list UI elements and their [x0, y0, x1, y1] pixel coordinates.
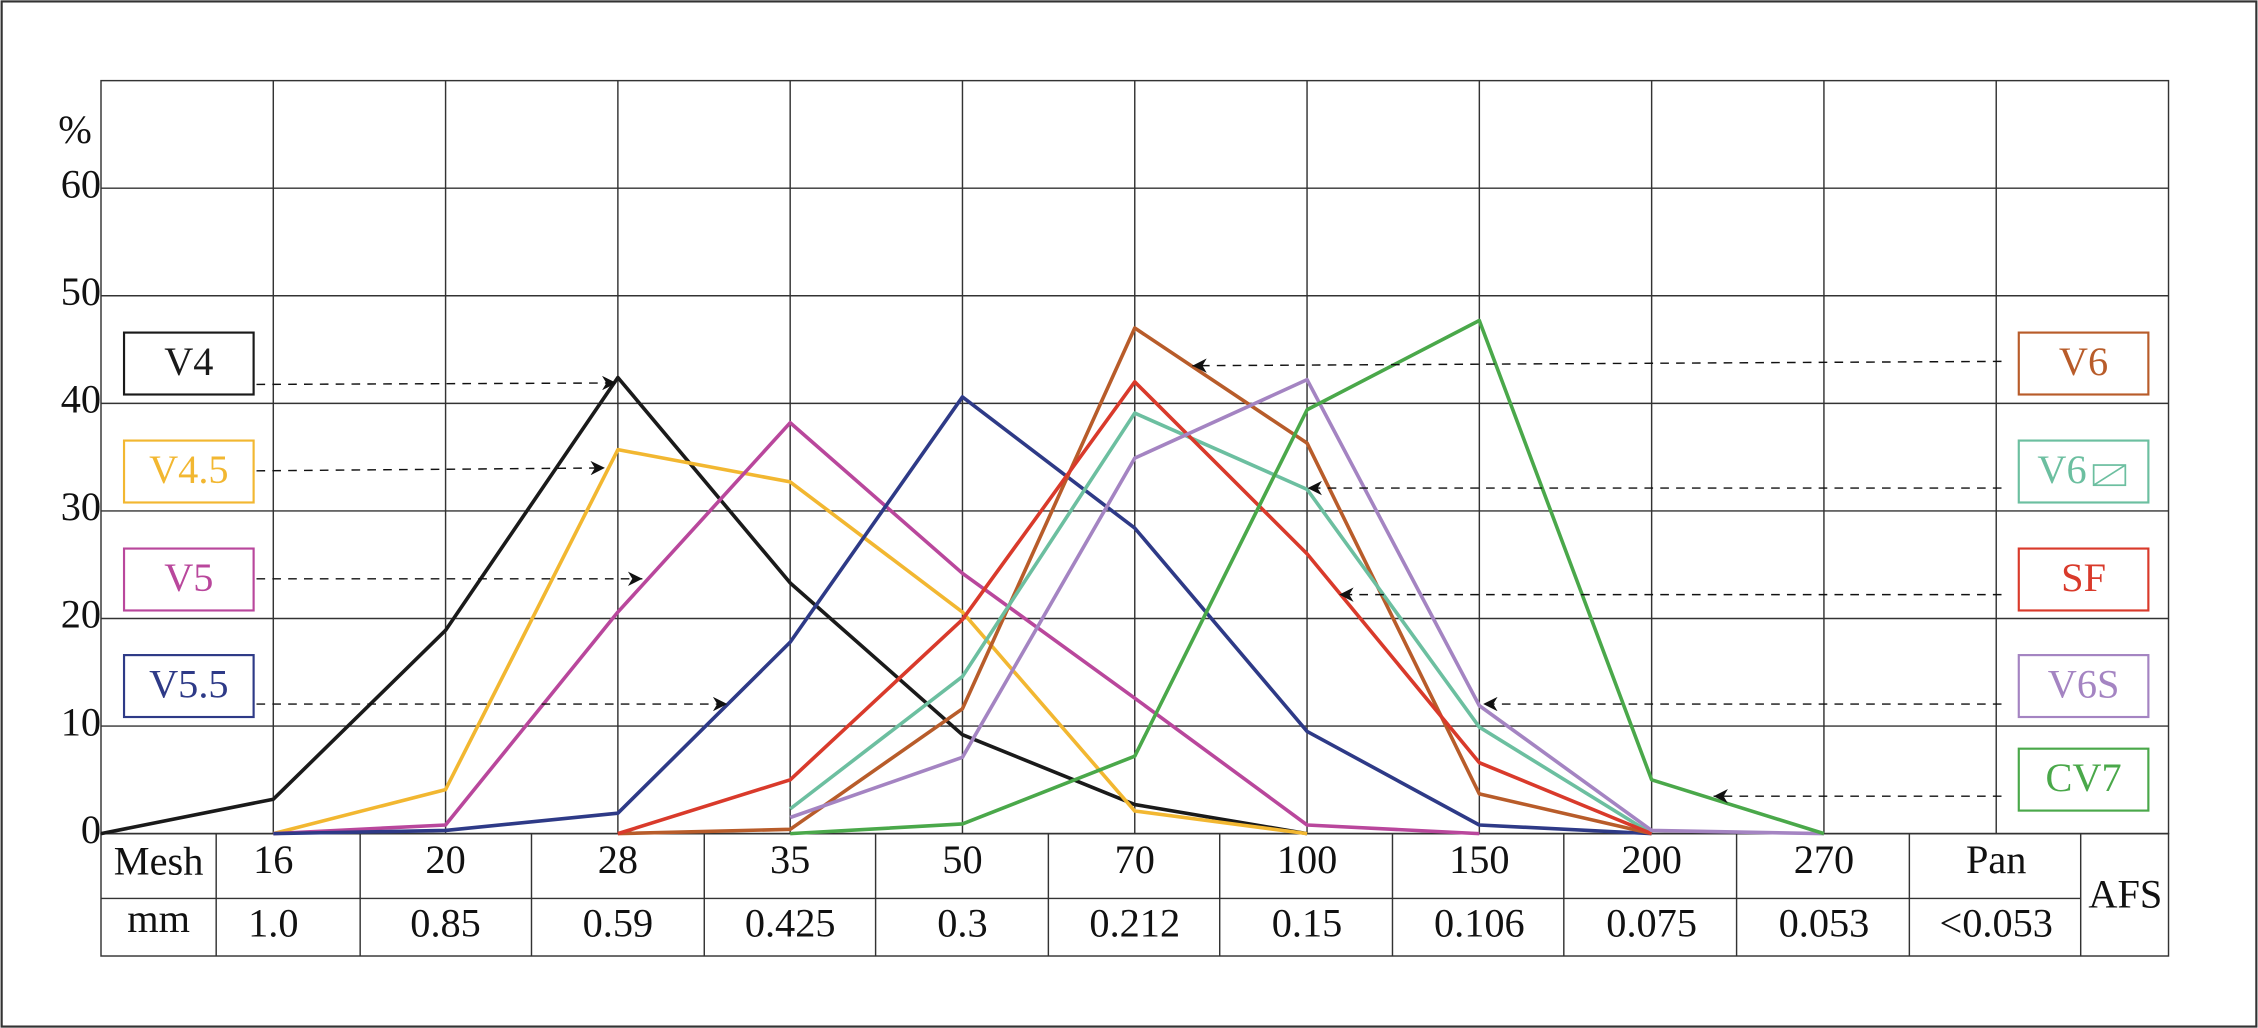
y-tick-label: 50	[61, 269, 101, 314]
series-line	[100, 375, 1308, 836]
series-line	[789, 411, 1653, 836]
series-line	[789, 377, 1825, 836]
x-tick-label: 100	[1277, 837, 1337, 882]
legend-box	[122, 654, 255, 719]
mm-label: 0.053	[1779, 900, 1870, 945]
legend-box	[2017, 547, 2150, 612]
legend-label: V6S	[2048, 661, 2120, 706]
mm-label: <0.053	[1940, 900, 2053, 945]
series-line	[790, 318, 1825, 836]
legend-label: V4	[164, 339, 213, 384]
mm-label: 0.106	[1434, 900, 1525, 945]
y-tick-label: 60	[61, 161, 101, 206]
legend-icon	[2092, 464, 2127, 487]
x-tick-label: 200	[1621, 837, 1681, 882]
legend-box	[2017, 439, 2150, 504]
leader-arrow	[1192, 358, 2002, 373]
series-line	[617, 326, 1653, 836]
legend-icon	[2093, 464, 2126, 486]
mm-label: 0.15	[1272, 900, 1343, 945]
legend-box	[2017, 654, 2150, 719]
mm-label: 0.212	[1089, 900, 1180, 945]
series-line	[272, 447, 1308, 836]
legend-label: SF	[2061, 555, 2106, 600]
mm-label: 0.3	[937, 900, 987, 945]
corner-label: AFS	[2088, 872, 2162, 917]
mm-label: 0.425	[745, 900, 836, 945]
y-tick-label: 20	[61, 592, 101, 637]
series-line	[273, 420, 1480, 836]
row-label: mm	[127, 896, 190, 941]
table: Mesh mm AFS	[100, 832, 2170, 957]
legend-label: V6	[2059, 339, 2108, 384]
legend-label: V4.5	[149, 447, 228, 492]
series-line	[617, 380, 1653, 836]
leader-arrow	[256, 460, 605, 476]
row-label: Mesh	[114, 839, 204, 884]
y-tick-label: 10	[61, 699, 101, 744]
x-tick-label: 16	[253, 837, 293, 882]
y-unit: %	[58, 107, 92, 152]
y-tick-label: 0	[81, 807, 101, 852]
x-tick-label: 28	[598, 837, 638, 882]
mm-label: 0.85	[410, 900, 481, 945]
legend-label: CV7	[2046, 755, 2122, 800]
x-tick-label: 150	[1449, 837, 1509, 882]
legend-box	[122, 547, 255, 612]
series-line	[273, 395, 1652, 836]
x-tick-label: 50	[942, 837, 982, 882]
x-tick-label: Pan	[1966, 837, 2026, 882]
legend-label: V5	[164, 555, 213, 600]
legend-box	[2017, 747, 2150, 812]
y-tick-label: 30	[61, 484, 101, 529]
leader-arrow	[256, 375, 617, 391]
x-tick-label: 70	[1115, 837, 1155, 882]
legend-box	[2017, 331, 2150, 396]
legend-label: V6	[2037, 447, 2086, 492]
legend-label: V5.5	[149, 661, 228, 706]
y-tick-label: 40	[61, 377, 101, 422]
legend-box	[122, 331, 255, 396]
mm-label: 1.0	[248, 900, 298, 945]
mm-label: 0.075	[1606, 900, 1697, 945]
legend-box	[122, 439, 255, 504]
x-tick-label: 270	[1794, 837, 1854, 882]
x-tick-label: 35	[770, 837, 810, 882]
mm-label: 0.59	[583, 900, 654, 945]
x-tick-label: 20	[425, 837, 465, 882]
